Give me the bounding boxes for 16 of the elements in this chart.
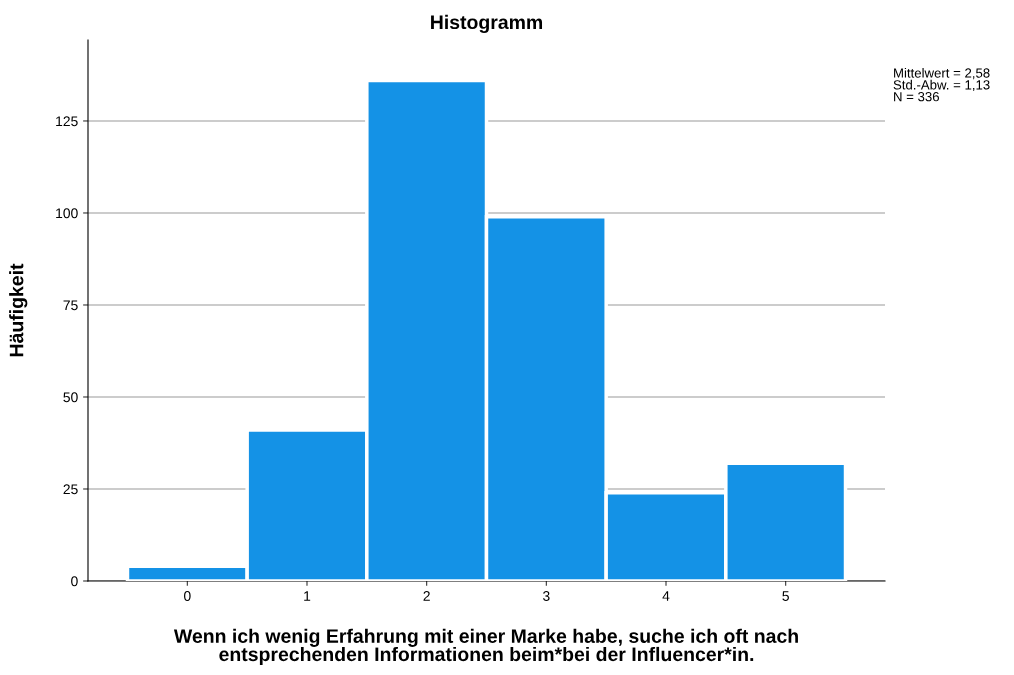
text: Mittelwert = 2,58 Std.-Abw. = 1,13 N = 336 <box>893 68 990 102</box>
x-tick-label: 4 <box>662 591 670 601</box>
x-tick-label: 5 <box>782 591 789 601</box>
y-tick-label: 125 <box>56 116 78 127</box>
x-tick-label: 2 <box>423 591 430 601</box>
x-tick-label: 0 <box>184 591 191 601</box>
chart-title: Histogramm <box>431 14 543 34</box>
x-tick-label: 1 <box>304 591 311 601</box>
y-tick-label: 75 <box>63 300 78 311</box>
x-axis-title: Wenn ich wenig Erfahrung mit einer Marke habe, suche ich oft nach entsprechenden Informationen beim*bei der Influencer*in. <box>173 628 798 666</box>
y-tick-label: 25 <box>63 484 78 495</box>
y-tick-label: 50 <box>63 392 78 403</box>
y-tick-label: 0 <box>71 576 78 587</box>
x-tick-label: 3 <box>543 591 550 601</box>
y-tick-label: 100 <box>56 208 78 219</box>
y-axis-title: Häufigkeit <box>9 263 28 357</box>
